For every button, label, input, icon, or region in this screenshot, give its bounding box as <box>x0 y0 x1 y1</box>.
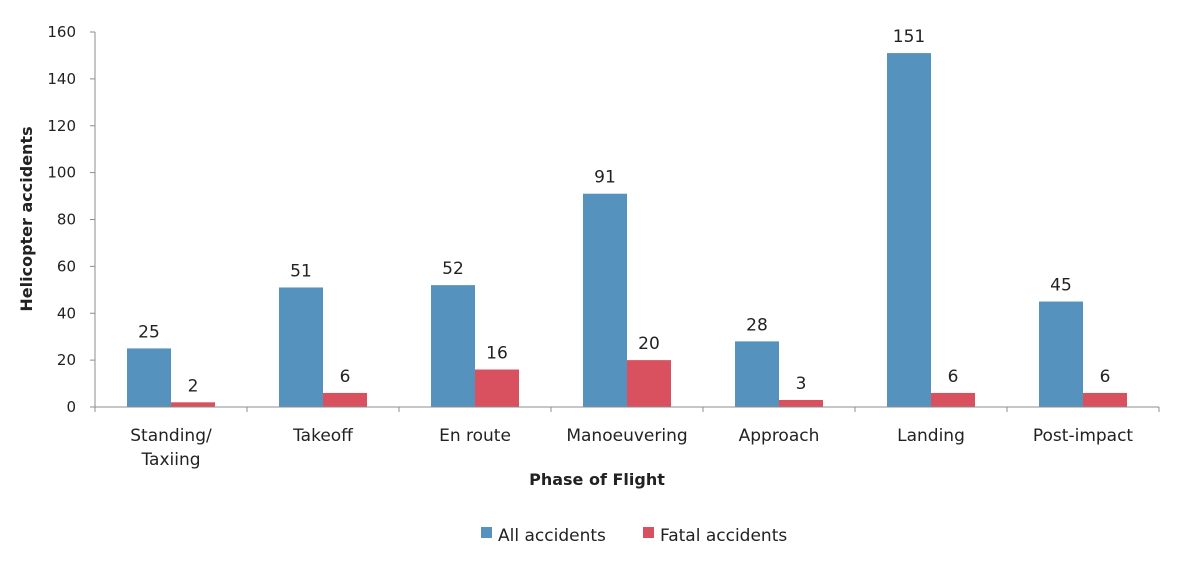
x-axis-title: Phase of Flight <box>529 470 665 489</box>
bar-all <box>735 341 779 407</box>
category-label: Landing <box>897 426 965 446</box>
data-label: 20 <box>638 334 660 354</box>
bar-all <box>127 348 171 407</box>
legend: All accidents Fatal accidents <box>481 526 787 546</box>
y-tick-label: 40 <box>57 304 76 322</box>
data-label: 51 <box>290 261 312 281</box>
axes <box>90 31 1160 412</box>
data-label: 16 <box>486 344 508 364</box>
y-tick-label: 20 <box>57 351 76 369</box>
category-label: Approach <box>739 426 820 446</box>
data-label: 45 <box>1050 276 1072 296</box>
y-tick-label: 140 <box>47 70 76 88</box>
legend-swatch <box>643 527 654 538</box>
data-label: 151 <box>893 27 925 47</box>
data-label: 6 <box>340 367 351 387</box>
bar-all <box>431 285 475 407</box>
data-label: 91 <box>594 168 616 188</box>
bar-all <box>279 287 323 407</box>
legend-label: All accidents <box>498 526 606 546</box>
data-label: 6 <box>1100 367 1111 387</box>
y-tick-label: 0 <box>66 398 76 416</box>
y-tick-label: 100 <box>47 164 76 182</box>
category-label: Post-impact <box>1033 426 1134 446</box>
x-axis-category-labels: Standing/Taxiing Takeoff En route Manoeuver… <box>130 426 1133 470</box>
category-label: Takeoff <box>292 426 354 446</box>
y-axis-title: Helicopter accidents <box>17 126 36 311</box>
legend-swatch <box>481 527 492 538</box>
data-label: 25 <box>138 322 160 342</box>
category-label: Standing/ <box>130 426 212 446</box>
data-labels: 25 51 52 91 28 151 45 2 6 16 20 3 6 6 <box>138 27 1110 396</box>
bar-fatal <box>1083 392 1127 407</box>
category-label: En route <box>439 426 511 446</box>
data-label: 2 <box>188 376 199 396</box>
bar-fatal <box>627 360 671 407</box>
y-tick-label: 80 <box>57 211 76 229</box>
bar-fatal <box>475 369 519 407</box>
category-label: Taxiing <box>140 450 200 470</box>
data-label: 52 <box>442 259 464 279</box>
data-label: 28 <box>746 315 768 335</box>
y-tick-label: 120 <box>47 117 76 135</box>
category-label: Manoeuvering <box>566 426 687 446</box>
bar-all <box>583 193 627 407</box>
y-tick-label: 60 <box>57 257 76 275</box>
bar-fatal <box>779 399 823 407</box>
bar-all <box>1039 301 1083 407</box>
data-label: 3 <box>796 374 807 394</box>
y-axis-ticks: 0 20 40 60 80 100 120 140 160 <box>47 23 76 416</box>
data-label: 6 <box>948 367 959 387</box>
bar-fatal <box>171 402 215 407</box>
legend-label: Fatal accidents <box>660 526 787 546</box>
bars <box>127 53 1127 407</box>
y-tick-label: 160 <box>47 23 76 41</box>
bar-fatal <box>323 392 367 407</box>
bar-fatal <box>931 392 975 407</box>
bar-all <box>887 53 931 407</box>
